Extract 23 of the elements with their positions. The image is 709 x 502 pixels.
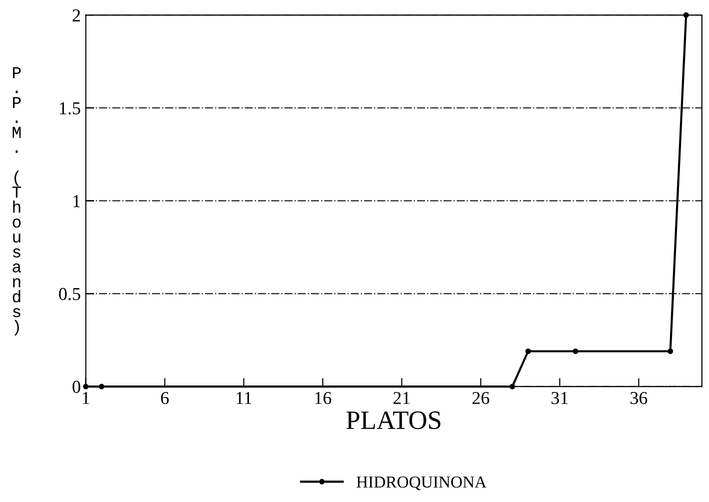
x-tick-label: 11 (236, 392, 252, 404)
y-tick-label: 2 (72, 9, 80, 22)
x-tick-label: 1 (82, 392, 90, 404)
point (572, 348, 578, 354)
legend-label: HIDROQUINONA (356, 476, 486, 490)
y-tick-label: 0 (72, 380, 80, 393)
y-tick-label: 1 (73, 195, 80, 208)
x-axis-title: PLATOS (346, 411, 440, 430)
x-tick-label: 6 (161, 392, 169, 404)
point (83, 384, 89, 390)
x-tick-label: 26 (472, 392, 490, 404)
x-tick-label: 21 (394, 392, 410, 404)
point (510, 384, 516, 390)
point (525, 348, 531, 354)
point (683, 12, 689, 18)
point (98, 384, 104, 390)
x-tick-label: 16 (315, 392, 332, 404)
x-tick-label: 36 (630, 392, 648, 404)
point (668, 348, 674, 354)
x-tick-label: 31 (552, 392, 568, 404)
y-tick-label: 0.5 (59, 288, 80, 300)
y-tick-label: 1.5 (60, 102, 80, 114)
text: P.P.M. (Thousands) (12, 67, 22, 336)
